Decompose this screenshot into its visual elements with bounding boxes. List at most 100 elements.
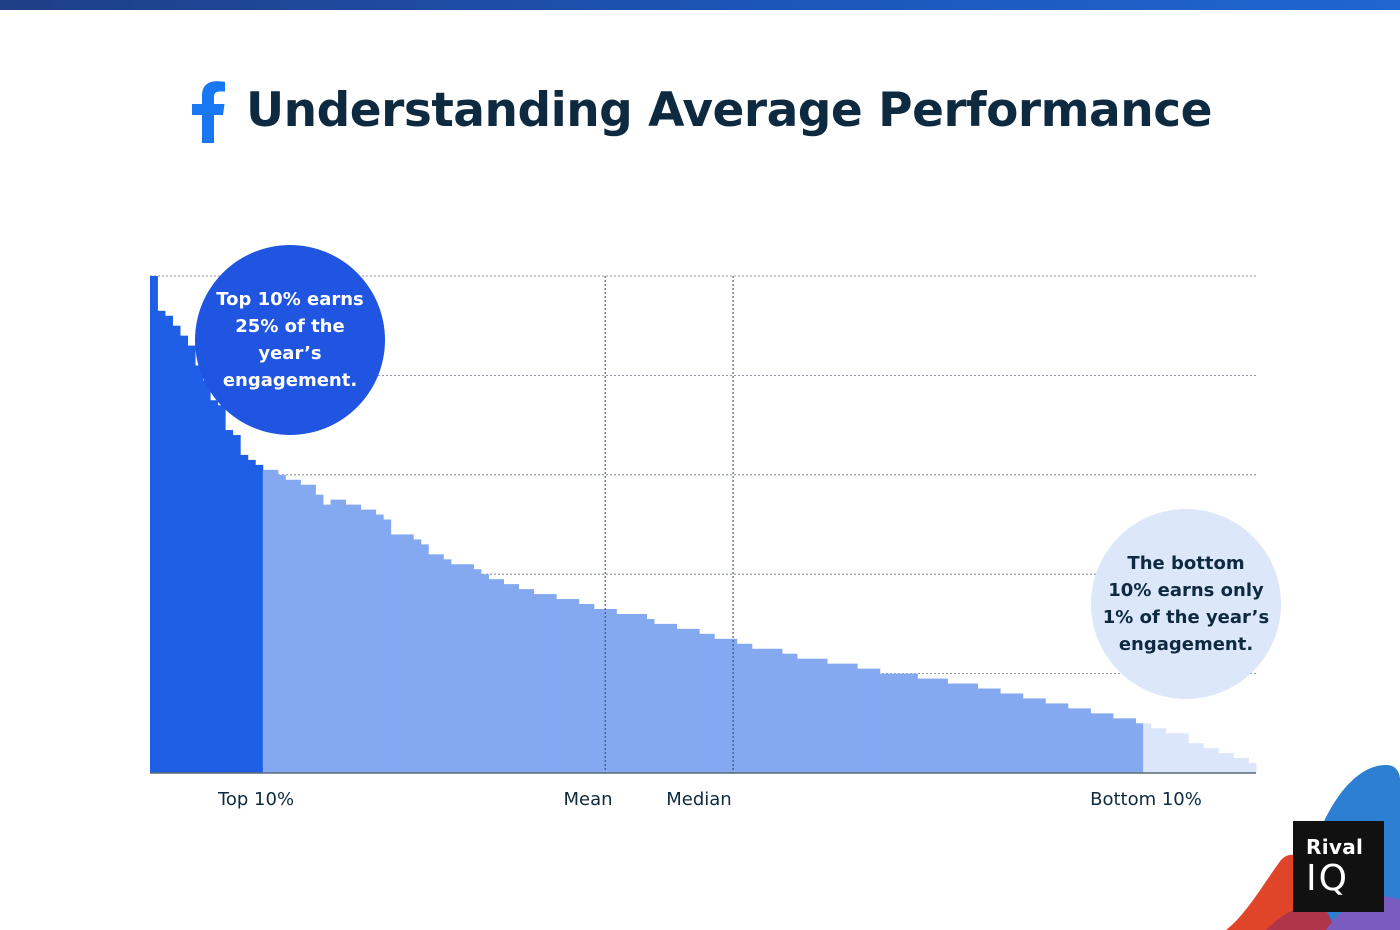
bar-81 [751,648,760,773]
bar-111 [977,688,986,773]
bar-14 [247,459,256,773]
bar-54 [548,594,557,773]
bar-80 [744,643,753,773]
bar-27 [345,504,354,773]
bar-31 [375,514,384,773]
bar-121 [1052,703,1061,773]
x-label-bottom: Bottom 10% [1090,789,1202,810]
bar-65 [631,613,640,773]
bar-107 [947,683,956,773]
bar-66 [639,613,647,773]
bar-37 [420,544,429,773]
bar-64 [624,613,632,773]
top-annotation-line-3: engagement. [222,370,358,391]
bar-74 [699,633,708,773]
bar-146 [1240,758,1249,773]
bar-72 [684,628,693,773]
brand-line-1: Rival [1306,835,1364,859]
bar-30 [368,509,377,773]
bar-75 [706,633,715,773]
bar-49 [511,584,520,773]
bar-120 [1045,703,1054,773]
bar-33 [390,534,399,773]
bar-85 [782,653,790,773]
bar-100 [894,673,903,773]
bar-23 [315,494,324,773]
bar-53 [541,594,550,773]
bar-8 [202,380,211,773]
bar-116 [1015,693,1024,773]
bar-51 [526,589,535,773]
bar-138 [1180,733,1189,773]
bar-147 [1248,763,1257,773]
bar-13 [240,454,249,773]
bar-70 [669,623,678,773]
bar-90 [819,658,828,773]
bar-110 [970,683,979,773]
bar-115 [1007,693,1016,773]
bar-89 [812,658,821,773]
bar-41 [450,564,459,773]
bar-9 [210,400,219,773]
bar-50 [518,589,527,773]
bar-140 [1195,743,1204,773]
bottom-annotation-line-4: engagement. [1118,634,1254,655]
bar-6 [187,345,196,773]
bar-32 [383,519,392,773]
bar-119 [1037,698,1046,773]
bar-98 [879,673,888,773]
bar-61 [601,608,610,773]
bar-118 [1030,698,1039,773]
bar-88 [804,658,813,773]
bar-67 [646,618,655,773]
bar-102 [909,673,918,773]
bar-86 [789,653,798,773]
bar-141 [1203,748,1212,773]
bar-57 [571,599,580,773]
bar-40 [443,559,452,773]
top-decile-annotation: Top 10% earns 25% of the year’s engageme… [195,245,385,435]
bar-109 [962,683,971,773]
top-annotation-line-2: 25% of the year’s [235,316,345,364]
bar-135 [1158,728,1167,773]
bar-133 [1143,723,1152,773]
bar-26 [338,499,347,773]
bar-22 [308,484,316,773]
bar-113 [992,688,1001,773]
bar-125 [1082,708,1091,773]
bar-143 [1218,753,1227,773]
bar-42 [458,564,467,773]
bar-55 [556,599,565,773]
bar-104 [924,678,933,773]
facebook-logo-icon [192,81,226,143]
bar-112 [985,688,994,773]
bar-15 [255,464,264,773]
bar-16 [262,469,271,773]
bar-45 [481,574,489,773]
bar-134 [1150,728,1159,773]
bar-92 [834,663,843,773]
bar-24 [323,504,331,773]
bar-82 [759,648,768,773]
x-label-top: Top 10% [217,789,294,810]
bar-144 [1225,753,1234,773]
bar-43 [466,564,474,773]
bar-122 [1060,703,1069,773]
bar-10 [217,405,226,773]
bar-108 [955,683,963,773]
bar-71 [676,628,685,773]
bar-123 [1067,708,1076,773]
bar-97 [872,668,881,773]
bar-7 [195,365,204,773]
bar-29 [360,509,369,773]
rival-iq-logo: Rival IQ [1293,821,1384,912]
bar-48 [503,584,512,773]
bar-106 [940,678,948,773]
bar-35 [405,534,414,773]
bar-3 [165,315,173,773]
bar-1 [150,276,158,773]
bar-44 [473,569,482,773]
x-label-mean: Mean [563,789,612,810]
bar-103 [917,678,926,773]
